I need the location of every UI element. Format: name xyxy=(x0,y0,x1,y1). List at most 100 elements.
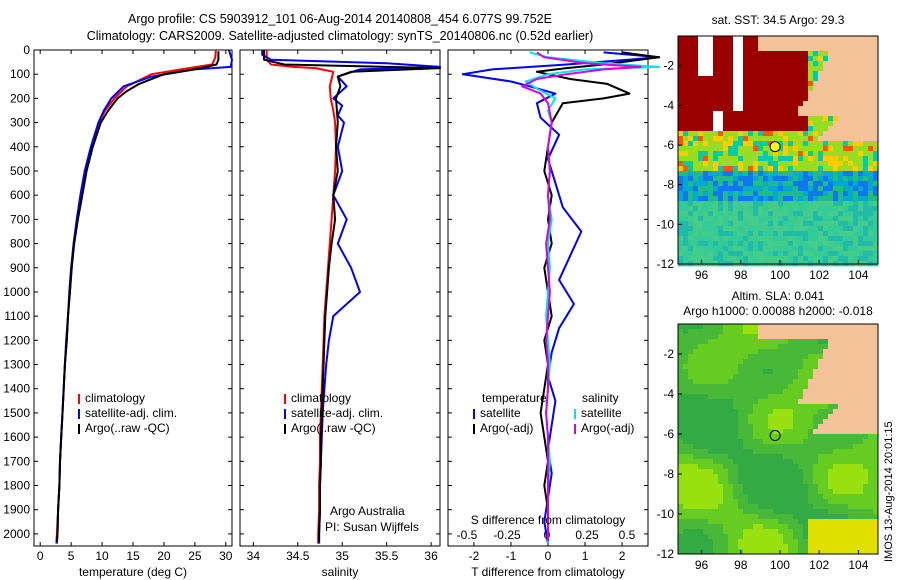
map-cell xyxy=(813,504,819,510)
map-cell xyxy=(753,156,759,162)
map-cell xyxy=(728,131,734,137)
map-cell xyxy=(843,409,849,415)
map-cell xyxy=(693,544,699,550)
map-cell xyxy=(688,374,694,380)
map-cell xyxy=(808,469,814,475)
x-tick-label: 25 xyxy=(188,549,202,563)
map-cell xyxy=(808,509,814,515)
map-cell xyxy=(793,176,799,182)
map-cell xyxy=(863,534,869,540)
map-cell xyxy=(753,459,759,465)
map-cell xyxy=(813,136,819,142)
map-y-tick-label: -2 xyxy=(663,347,674,361)
map-cell xyxy=(728,549,734,555)
map-cell xyxy=(718,236,724,242)
map-cell xyxy=(813,46,819,52)
map-cell xyxy=(693,241,699,247)
map-cell xyxy=(698,176,704,182)
map-cell xyxy=(713,514,719,520)
map-cell xyxy=(793,251,799,257)
map-cell xyxy=(723,494,729,500)
map-cell xyxy=(858,349,864,355)
map-cell xyxy=(683,71,689,77)
map-cell xyxy=(733,524,739,530)
map-cell xyxy=(823,534,829,540)
map-cell xyxy=(693,81,699,87)
map-cell xyxy=(808,121,814,127)
map-cell xyxy=(758,489,764,495)
salinity-panel: 34 34.5 35 35.5 36 climatologysatellite-adj.… xyxy=(239,49,441,579)
map-cell xyxy=(743,539,749,545)
map-cell xyxy=(718,349,724,355)
map-cell xyxy=(743,111,749,117)
map-cell xyxy=(858,544,864,550)
map-cell xyxy=(868,171,874,177)
map-cell xyxy=(683,221,689,227)
map-cell xyxy=(718,499,724,505)
map-cell xyxy=(808,41,814,47)
map-cell xyxy=(678,349,684,355)
map-cell xyxy=(728,524,734,530)
map-cell xyxy=(738,339,744,345)
map-cell xyxy=(683,539,689,545)
map-cell xyxy=(848,171,854,177)
map-cell xyxy=(823,236,829,242)
map-cell xyxy=(843,231,849,237)
map-cell xyxy=(808,216,814,222)
map-cell xyxy=(743,389,749,395)
map-cell xyxy=(793,324,799,330)
map-cell xyxy=(798,509,804,515)
map-cell xyxy=(718,324,724,330)
map-cell xyxy=(773,329,779,335)
map-cell xyxy=(698,191,704,197)
map-cell xyxy=(828,494,834,500)
map-cell xyxy=(853,211,859,217)
map-cell xyxy=(838,201,844,207)
map-cell xyxy=(713,116,719,122)
map-cell xyxy=(793,519,799,525)
map-cell xyxy=(873,534,879,540)
map-cell xyxy=(813,126,819,132)
map-cell xyxy=(683,489,689,495)
map-cell xyxy=(823,484,829,490)
map-cell xyxy=(828,439,834,445)
map-cell xyxy=(853,126,859,132)
map-cell xyxy=(698,419,704,425)
map-cell xyxy=(703,474,709,480)
map-cell xyxy=(863,409,869,415)
map-cell xyxy=(858,161,864,167)
map-cell xyxy=(723,384,729,390)
map-cell xyxy=(698,324,704,330)
map-cell xyxy=(823,131,829,137)
map-cell xyxy=(813,389,819,395)
map-cell xyxy=(808,409,814,415)
map-cell xyxy=(833,379,839,385)
map-cell xyxy=(678,216,684,222)
map-cell xyxy=(773,91,779,97)
map-cell xyxy=(748,156,754,162)
map-cell xyxy=(698,374,704,380)
map-cell xyxy=(708,171,714,177)
map-cell xyxy=(823,514,829,520)
map-cell xyxy=(813,399,819,405)
map-cell xyxy=(733,151,739,157)
map-cell xyxy=(743,186,749,192)
map-cell xyxy=(703,171,709,177)
map-cell xyxy=(783,76,789,82)
map-cell xyxy=(773,409,779,415)
map-cell xyxy=(683,241,689,247)
map-cell xyxy=(733,106,739,112)
map-cell xyxy=(743,379,749,385)
map-cell xyxy=(843,251,849,257)
map-cell xyxy=(773,339,779,345)
map-cell xyxy=(678,384,684,390)
map-cell xyxy=(773,101,779,107)
map-cell xyxy=(703,141,709,147)
map-cell xyxy=(798,126,804,132)
map-cell xyxy=(823,369,829,375)
map-cell xyxy=(733,364,739,370)
map-cell xyxy=(808,61,814,67)
map-cell xyxy=(688,414,694,420)
map-cell xyxy=(803,196,809,202)
map-cell xyxy=(678,479,684,485)
